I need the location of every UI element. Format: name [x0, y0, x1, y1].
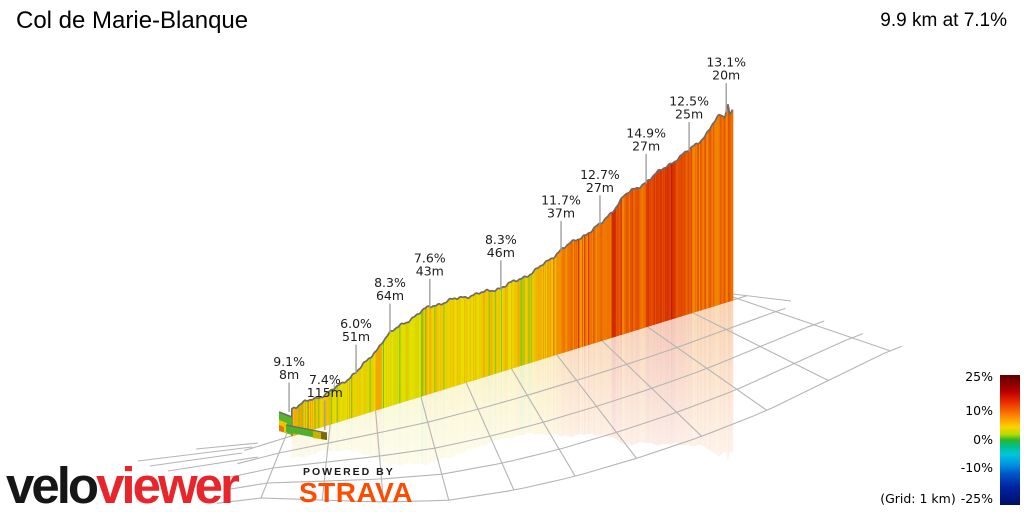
svg-text:11.7%: 11.7%: [541, 193, 581, 208]
powered-by-label: POWERED BY: [303, 466, 395, 478]
svg-text:51m: 51m: [342, 329, 370, 344]
svg-text:12.5%: 12.5%: [669, 94, 709, 109]
svg-text:7.6%: 7.6%: [414, 250, 446, 265]
gradient-annotation: 9.1%8m: [273, 354, 305, 412]
svg-text:9.1%: 9.1%: [273, 354, 305, 369]
gradient-annotation: 14.9%27m: [626, 125, 666, 184]
svg-text:13.1%: 13.1%: [706, 55, 746, 70]
legend-tick-25: 25%: [965, 369, 993, 384]
legend-tick-neg25: (Grid: 1 km) -25%: [880, 491, 993, 506]
veloviewer-logo: veloviewer: [6, 457, 240, 512]
gradient-annotation: 12.5%25m: [669, 94, 709, 152]
svg-text:7.4%: 7.4%: [309, 372, 341, 387]
profile-top-edge: [290, 103, 734, 436]
brand-viewer: viewer: [96, 457, 240, 512]
gradient-annotation: 8.3%46m: [485, 232, 517, 290]
svg-text:64m: 64m: [376, 288, 404, 303]
grid-note: (Grid: 1 km): [880, 491, 956, 506]
gradient-annotation: 13.1%20m: [706, 55, 746, 113]
svg-text:115m: 115m: [307, 385, 343, 400]
profile-wall: [291, 104, 734, 437]
svg-text:14.9%: 14.9%: [626, 125, 666, 140]
svg-text:6.0%: 6.0%: [340, 316, 372, 331]
brand-velo: velo: [6, 457, 99, 512]
svg-text:12.7%: 12.7%: [580, 167, 620, 182]
gradient-annotation: 12.7%27m: [580, 167, 620, 225]
strava-logo: STRAVA: [299, 477, 413, 508]
climb-summary: 9.9 km at 7.1%: [880, 10, 1007, 31]
page-title: Col de Marie-Blanque: [16, 7, 249, 34]
gradient-annotation: 7.4%115m: [307, 372, 343, 430]
legend-tick-neg10: -10%: [960, 460, 993, 475]
gradient-colorbar: [1000, 375, 1020, 505]
gradient-annotation: 8.3%64m: [374, 275, 406, 334]
gradient-annotation: 7.6%43m: [414, 250, 446, 309]
svg-text:25m: 25m: [675, 107, 703, 122]
gradient-annotation: 11.7%37m: [541, 193, 581, 251]
svg-text:20m: 20m: [712, 68, 740, 83]
svg-text:43m: 43m: [416, 263, 444, 278]
gradient-annotations: 9.1%8m 7.4%115m6.0%51m8.3%64m7.6%43m8.3%4…: [273, 55, 746, 430]
svg-text:8m: 8m: [279, 367, 299, 382]
legend-tick-0: 0%: [973, 432, 993, 447]
svg-text:8.3%: 8.3%: [374, 275, 406, 290]
svg-text:8.3%: 8.3%: [485, 232, 517, 247]
svg-text:46m: 46m: [487, 245, 515, 260]
svg-text:27m: 27m: [586, 180, 614, 195]
svg-text:27m: 27m: [632, 138, 660, 153]
svg-text:37m: 37m: [547, 206, 575, 221]
climb-start-switchback: [278, 411, 328, 440]
legend-tick-10: 10%: [965, 403, 993, 418]
gradient-annotation: 6.0%51m: [340, 316, 372, 375]
